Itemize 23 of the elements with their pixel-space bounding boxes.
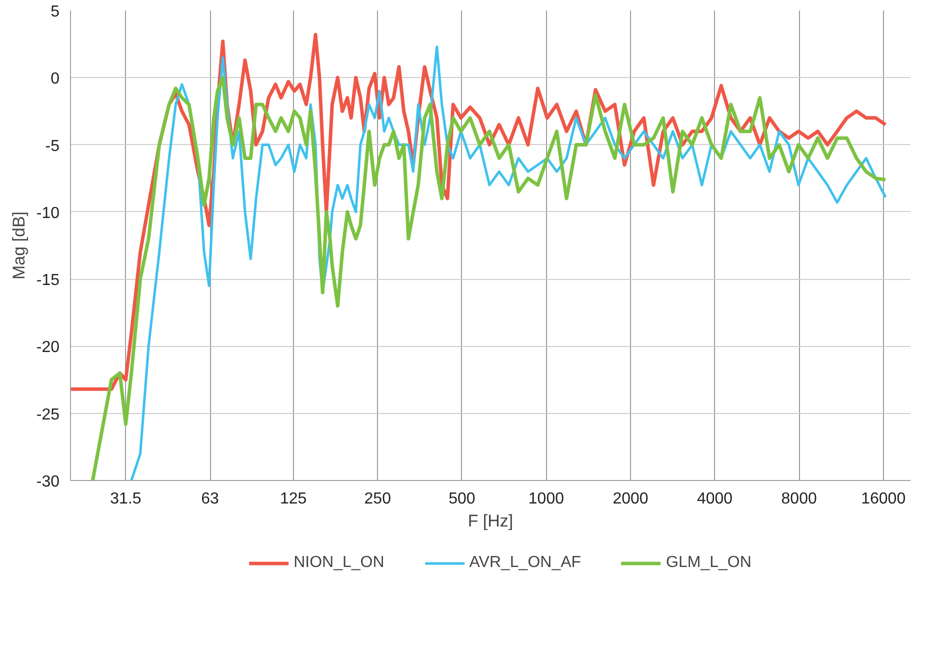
y-axis-title: Mag [dB] bbox=[9, 211, 28, 280]
x-tick-label: 1000 bbox=[528, 490, 564, 508]
x-tick-label: 125 bbox=[280, 490, 307, 508]
y-tick-label: -5 bbox=[45, 138, 60, 155]
y-tick-label: 0 bbox=[50, 70, 60, 88]
x-tick-label: 8000 bbox=[781, 490, 817, 508]
y-tick-label: -15 bbox=[36, 272, 60, 290]
legend-label: NION_L_ON bbox=[294, 554, 384, 572]
y-tick-label: -25 bbox=[36, 406, 60, 424]
x-tick-label: 2000 bbox=[612, 490, 648, 508]
y-tick-label: 5 bbox=[50, 4, 60, 20]
x-tick-label: 4000 bbox=[696, 490, 733, 508]
legend-label: GLM_L_ON bbox=[666, 554, 752, 572]
y-tick-label: -10 bbox=[36, 204, 60, 222]
y-tick-label: -30 bbox=[36, 474, 60, 490]
legend-label: AVR_L_ON_AF bbox=[469, 554, 582, 572]
x-axis-title: F [Hz] bbox=[468, 512, 514, 530]
x-tick-label: 16000 bbox=[861, 490, 906, 508]
x-tick-label: 63 bbox=[201, 490, 220, 508]
x-tick-label: 31.5 bbox=[110, 490, 142, 508]
x-tick-label: 500 bbox=[448, 490, 476, 508]
y-tick-label: -20 bbox=[36, 339, 60, 356]
x-tick-label: 250 bbox=[364, 490, 392, 508]
